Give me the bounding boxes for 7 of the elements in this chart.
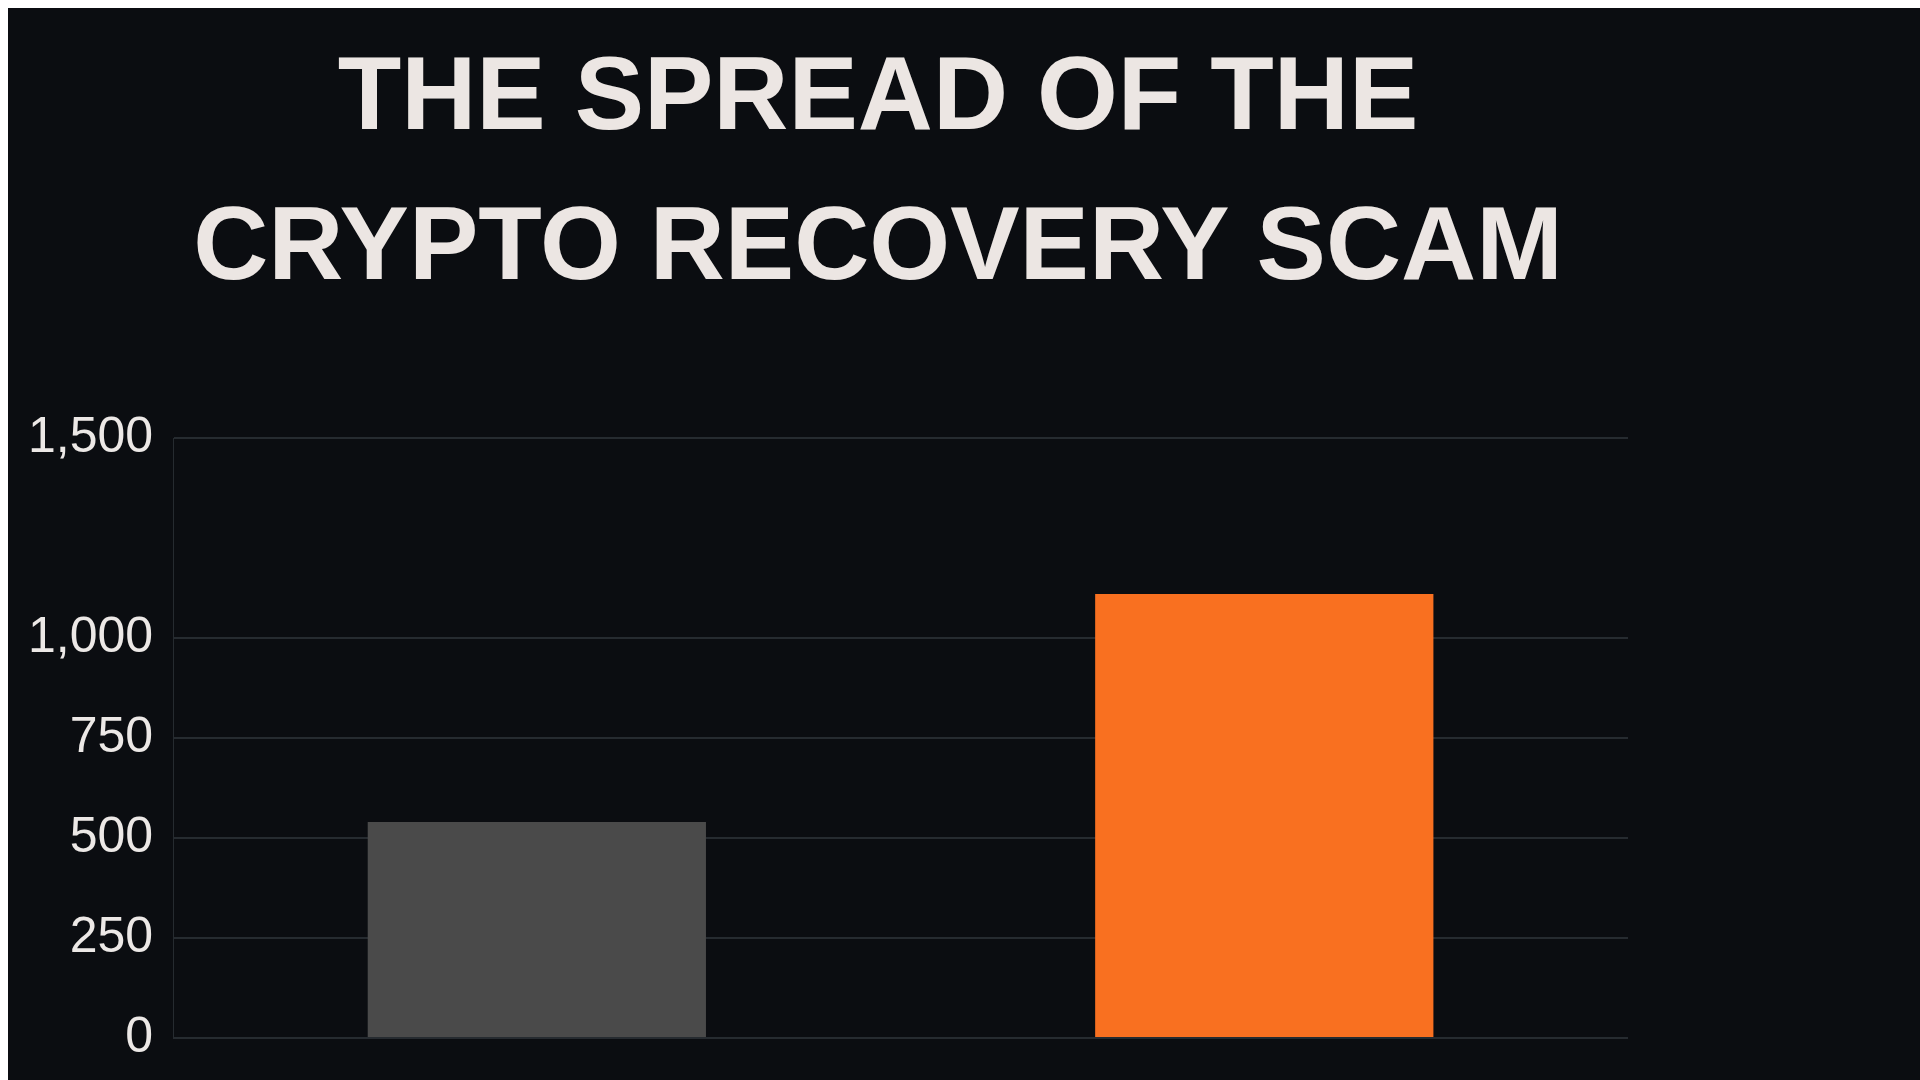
y-tick-label: 500	[69, 806, 154, 863]
y-tick-label: 1,000	[28, 606, 154, 663]
y-tick-label: 750	[69, 706, 154, 763]
y-tick-label: 0	[125, 1006, 154, 1063]
y-tick-label: 250	[69, 906, 154, 963]
chart-title: THE SPREAD OF THE CRYPTO RECOVERY SCAM	[192, 34, 1564, 303]
y-tick-label: 1,500	[28, 406, 154, 463]
